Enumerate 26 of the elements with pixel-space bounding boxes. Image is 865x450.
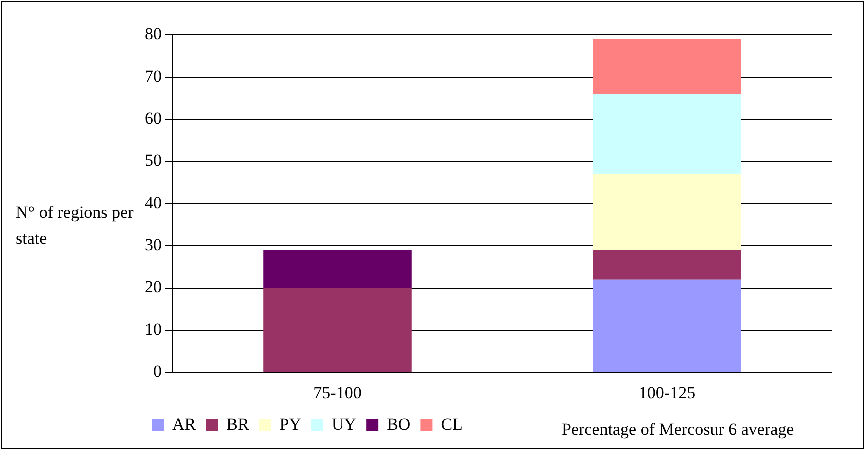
y-axis-title: N° of regions per state bbox=[16, 202, 135, 250]
bar bbox=[593, 39, 742, 94]
legend-label: BO bbox=[387, 414, 411, 434]
x-tick-label: 75-100 bbox=[314, 383, 362, 402]
bar bbox=[593, 174, 742, 250]
legend-label: CL bbox=[441, 414, 463, 434]
y-tick-label: 80 bbox=[145, 24, 162, 44]
legend-label: PY bbox=[280, 414, 302, 434]
bar bbox=[264, 250, 412, 288]
y-tick-label: 0 bbox=[154, 362, 162, 382]
bar bbox=[593, 250, 742, 280]
bar bbox=[593, 94, 742, 174]
bar bbox=[264, 288, 412, 372]
legend-label: AR bbox=[172, 414, 197, 434]
y-tick-label: 40 bbox=[145, 193, 162, 212]
y-tick-label: 70 bbox=[145, 66, 162, 86]
bar bbox=[593, 280, 742, 372]
legend-label: BR bbox=[226, 414, 250, 434]
y-tick-label: 10 bbox=[145, 320, 162, 339]
y-tick-label: 60 bbox=[145, 109, 162, 128]
legend-label: UY bbox=[332, 414, 357, 434]
y-tick-label: 20 bbox=[145, 278, 162, 297]
x-tick-label: 100-125 bbox=[638, 383, 696, 402]
x-axis-title: Percentage of Mercosur 6 average bbox=[562, 420, 794, 440]
y-tick-label: 30 bbox=[145, 236, 162, 255]
y-tick-label: 50 bbox=[145, 151, 162, 170]
